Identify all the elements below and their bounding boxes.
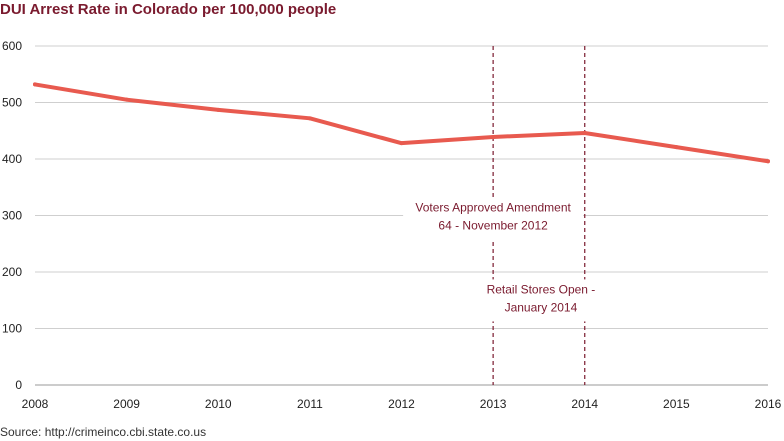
x-tick-label: 2011 [297, 397, 323, 411]
x-tick-label: 2013 [480, 397, 507, 411]
y-tick-label: 400 [2, 152, 22, 166]
data-point-2012 [399, 141, 404, 146]
y-tick-label: 0 [15, 378, 22, 392]
data-point-2016 [766, 159, 770, 164]
annotation-label-bg [472, 279, 609, 322]
annotation-label: Retail Stores Open - [487, 282, 596, 296]
annotation-label: 64 - November 2012 [438, 219, 548, 233]
series [33, 82, 770, 164]
annotation-label: Voters Approved Amendment [415, 201, 571, 215]
data-point-2014 [582, 131, 587, 136]
y-tick-label: 500 [2, 96, 22, 110]
gridlines [35, 45, 768, 386]
data-point-2015 [674, 145, 679, 150]
annotations: Voters Approved Amendment 64 - November 2… [403, 46, 609, 385]
y-axis-ticks: 0 100 200 300 400 500 600 [2, 39, 22, 392]
data-point-2009 [124, 97, 129, 102]
x-tick-label: 2010 [205, 397, 232, 411]
x-tick-label: 2015 [663, 397, 690, 411]
data-point-2008 [33, 82, 37, 87]
x-axis-ticks: 2008 2009 2010 2011 2012 2013 2014 2015 2016 [22, 397, 782, 411]
chart-title: DUI Arrest Rate in Colorado per 100,000 … [0, 1, 337, 18]
x-tick-label: 2016 [755, 397, 782, 411]
annotation-label-bg [403, 197, 584, 240]
annotation-label: January 2014 [505, 300, 578, 314]
source-note: Source: http://crimeinco.cbi.state.co.us [0, 425, 207, 439]
y-tick-label: 100 [2, 322, 22, 336]
x-tick-label: 2014 [571, 397, 598, 411]
y-tick-label: 200 [2, 265, 22, 279]
data-point-2013 [491, 134, 496, 139]
y-tick-label: 600 [2, 39, 22, 53]
x-tick-label: 2012 [388, 397, 415, 411]
y-tick-label: 300 [2, 209, 22, 223]
x-tick-label: 2009 [113, 397, 140, 411]
data-point-2011 [307, 116, 312, 121]
data-point-2010 [216, 107, 221, 112]
series-line [33, 82, 770, 164]
x-tick-label: 2008 [22, 397, 49, 411]
